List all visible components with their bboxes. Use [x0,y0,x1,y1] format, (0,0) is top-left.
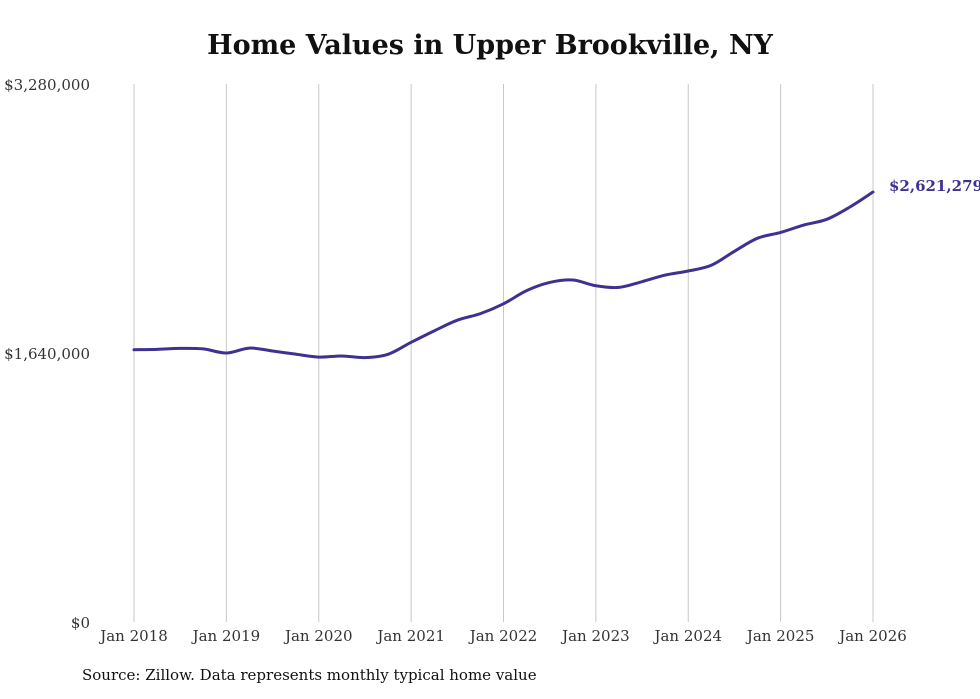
x-tick-label: Jan 2019 [191,627,261,645]
source-note: Source: Zillow. Data represents monthly … [82,666,537,684]
y-tick-label: $3,280,000 [4,76,90,94]
series-layer: $2,621,279 [132,177,980,360]
x-tick-label: Jan 2021 [375,627,445,645]
end-value-label: $2,621,279 [889,177,980,195]
x-axis-ticks: Jan 2018 Jan 2019 Jan 2020 Jan 2021 Jan 2022… [98,627,907,645]
x-tick-label: Jan 2025 [745,627,815,645]
x-tick-label: Jan 2022 [468,627,538,645]
y-tick-label: $1,640,000 [4,345,90,363]
x-tick-label: Jan 2026 [837,627,907,645]
x-tick-label: Jan 2023 [560,627,630,645]
series-line [132,190,875,360]
y-tick-label: $0 [71,614,90,632]
x-tick-label: Jan 2018 [98,627,168,645]
x-tick-label: Jan 2024 [652,627,722,645]
x-tick-label: Jan 2020 [283,627,353,645]
grid-lines [133,84,874,622]
chart-title: Home Values in Upper Brookville, NY [207,30,773,61]
y-axis-ticks: $0 $1,640,000 $3,280,000 [4,76,90,632]
